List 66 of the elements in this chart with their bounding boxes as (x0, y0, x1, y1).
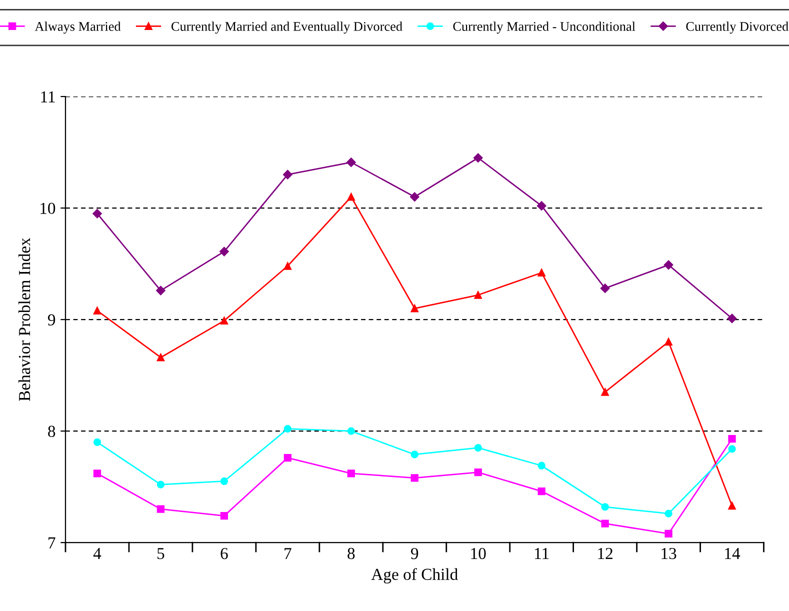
y-tick-label: 9 (48, 314, 56, 326)
y-tick-label: 10 (40, 202, 56, 214)
point (728, 435, 736, 443)
point (284, 454, 292, 462)
point (283, 170, 292, 180)
point (284, 425, 292, 433)
point (347, 470, 355, 478)
point (410, 474, 418, 482)
point (538, 487, 546, 496)
point (284, 262, 292, 270)
x-tick-label: 12 (598, 548, 612, 559)
legend-label: Currently Married and Eventually Divorced (171, 22, 402, 34)
x-tick-label: 7 (284, 548, 292, 559)
point (664, 338, 672, 346)
point (93, 470, 102, 478)
x-axis-title: Age of Child (371, 568, 458, 584)
point (600, 284, 610, 293)
point (474, 291, 482, 299)
point (538, 462, 546, 470)
point (601, 503, 609, 511)
x-tick-label: 4 (93, 548, 102, 559)
point (346, 158, 356, 167)
point (664, 260, 674, 270)
point (410, 192, 420, 202)
x-tick-label: 14 (725, 548, 740, 559)
point (410, 450, 418, 458)
x-tick-label: 13 (662, 548, 676, 560)
x-tick-label: 9 (410, 548, 418, 560)
point (156, 480, 165, 488)
point (728, 502, 736, 510)
point (664, 530, 672, 538)
point (220, 477, 228, 486)
point (601, 520, 609, 528)
point (727, 314, 737, 324)
point (536, 201, 546, 210)
x-tick-label: 5 (158, 548, 164, 560)
point (220, 316, 228, 324)
point (538, 268, 546, 277)
legend-label: Always Married (34, 22, 121, 34)
point (410, 304, 418, 312)
point (92, 208, 102, 218)
x-tick-label: 10 (471, 548, 486, 560)
point (156, 354, 165, 362)
point (664, 510, 672, 518)
point (347, 193, 355, 201)
point (601, 388, 609, 396)
y-tick-label: 11 (41, 91, 55, 102)
point (220, 512, 228, 520)
point (156, 505, 165, 513)
point (474, 444, 482, 452)
x-tick-label: 8 (348, 548, 355, 560)
point (474, 468, 482, 476)
y-axis-title: Behavior Problem Index (18, 238, 30, 401)
point (347, 427, 355, 435)
legend-label: Currently Married - Unconditional (453, 22, 636, 34)
point (220, 246, 229, 256)
point (93, 306, 102, 314)
x-tick-label: 6 (220, 548, 228, 560)
y-tick-label: 7 (48, 537, 56, 548)
y-tick-label: 8 (48, 426, 56, 438)
legend-label: Currently Divorced (686, 22, 788, 34)
x-tick-label: 11 (535, 548, 549, 559)
point (93, 438, 102, 446)
point (156, 286, 166, 296)
point (473, 153, 483, 162)
point (728, 445, 736, 453)
